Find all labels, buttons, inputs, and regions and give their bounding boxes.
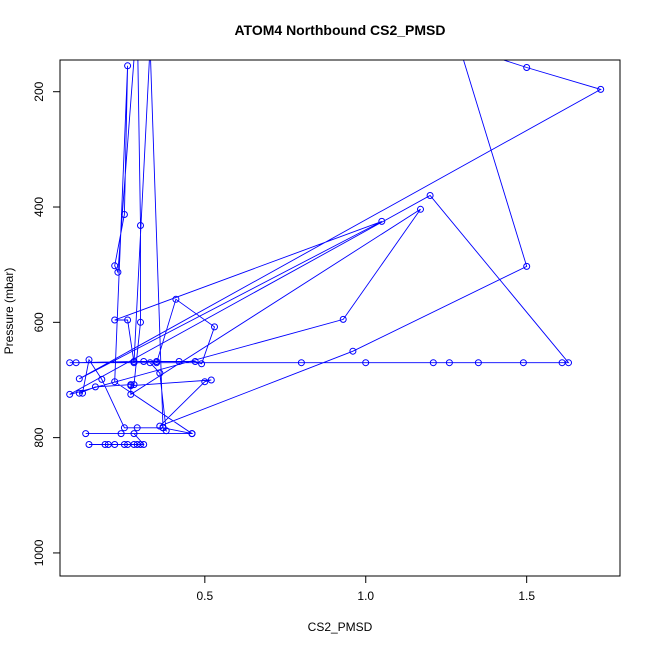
data-point xyxy=(130,441,138,448)
series-line xyxy=(69,60,602,445)
data-point xyxy=(147,43,153,49)
data-point xyxy=(349,347,357,355)
data-point xyxy=(207,376,215,384)
y-axis: 200 400 600 800 1000 xyxy=(32,81,60,566)
data-point xyxy=(339,315,347,323)
data-point xyxy=(79,389,86,397)
data-point xyxy=(191,358,199,365)
y-tick-label: 1000 xyxy=(32,539,46,566)
data-point xyxy=(117,430,125,438)
x-tick-label: 0.5 xyxy=(196,589,213,603)
data-point xyxy=(111,378,119,386)
y-tick-label: 600 xyxy=(32,312,46,332)
data-point xyxy=(523,262,531,270)
data-point xyxy=(172,295,180,303)
data-point xyxy=(597,85,605,93)
data-point xyxy=(565,359,572,367)
data-point xyxy=(188,430,196,438)
x-tick-label: 1.0 xyxy=(357,589,374,603)
y-tick-label: 800 xyxy=(32,427,46,447)
data-point xyxy=(66,390,74,398)
data-point xyxy=(198,360,206,368)
y-tick-label: 200 xyxy=(32,81,46,101)
data-point xyxy=(519,359,527,367)
data-point xyxy=(523,64,531,71)
data-point xyxy=(85,441,93,448)
data-point xyxy=(156,369,164,377)
data-point xyxy=(120,211,128,218)
plot-frame xyxy=(59,59,621,577)
data-point xyxy=(124,316,132,324)
data-point xyxy=(101,441,109,448)
data-point xyxy=(159,424,167,432)
chart-title: ATOM4 Northbound CS2_PMSD xyxy=(234,22,445,38)
data-point xyxy=(111,262,119,270)
data-point xyxy=(124,62,132,70)
data-point xyxy=(362,359,370,367)
series-layer xyxy=(66,14,605,448)
data-point xyxy=(66,359,74,367)
data-point xyxy=(82,430,90,438)
data-point xyxy=(120,424,128,432)
data-point xyxy=(474,359,482,367)
data-point xyxy=(104,441,112,448)
data-point xyxy=(91,383,99,391)
data-point xyxy=(175,358,183,365)
x-axis-label: CS2_PMSD xyxy=(308,620,373,634)
data-point xyxy=(297,359,305,367)
data-point xyxy=(75,375,83,383)
data-point xyxy=(378,217,386,225)
y-axis-label: Pressure (mbar) xyxy=(2,268,16,355)
data-point xyxy=(426,192,434,199)
data-point xyxy=(211,323,218,331)
data-point xyxy=(140,441,148,448)
data-point xyxy=(75,389,83,397)
data-point xyxy=(127,382,135,390)
data-point xyxy=(137,222,144,229)
data-point xyxy=(111,316,119,324)
data-point xyxy=(130,381,138,389)
data-point xyxy=(130,359,138,367)
data-point xyxy=(133,424,141,432)
data-point xyxy=(127,390,135,398)
x-axis: 0.5 1.0 1.5 xyxy=(196,576,535,603)
y-tick-label: 400 xyxy=(32,197,46,217)
data-point xyxy=(98,375,106,383)
data-point xyxy=(429,359,437,367)
data-point xyxy=(456,43,462,49)
data-point xyxy=(137,318,144,326)
data-point xyxy=(201,378,209,386)
data-point xyxy=(130,430,138,438)
data-point xyxy=(417,205,424,213)
data-point xyxy=(134,14,140,20)
x-tick-label: 1.5 xyxy=(518,589,535,603)
data-point xyxy=(153,358,161,365)
data-point xyxy=(114,268,122,276)
data-point xyxy=(445,359,453,367)
data-point xyxy=(85,356,93,364)
data-point xyxy=(140,358,148,365)
data-point xyxy=(120,441,128,448)
